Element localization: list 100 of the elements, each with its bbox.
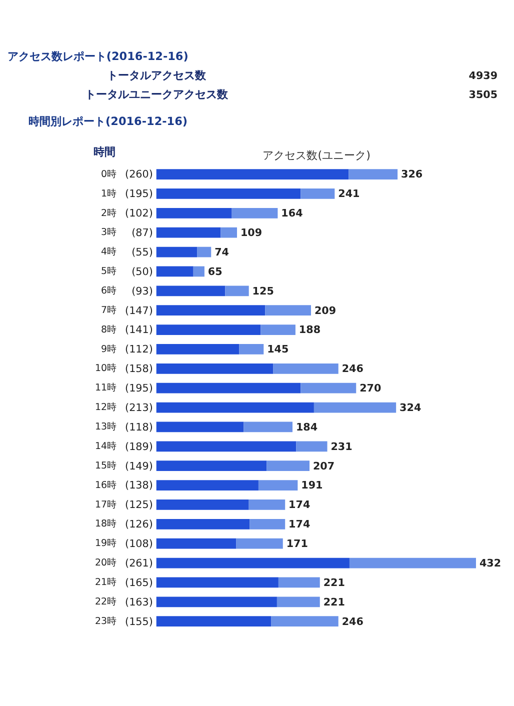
data-label: (50) xyxy=(132,266,153,278)
bar xyxy=(220,227,238,238)
data-label: (147) xyxy=(125,304,153,317)
total-label: 171 xyxy=(286,538,308,550)
y-tick-label: 21時 xyxy=(94,576,118,588)
bar xyxy=(156,577,278,588)
y-tick-label: 14時 xyxy=(94,440,118,452)
total-label: 241 xyxy=(338,188,360,200)
y-tick-label: 6時 xyxy=(101,284,118,296)
y-tick-label: 22時 xyxy=(94,595,118,608)
bar xyxy=(271,616,338,627)
bar xyxy=(236,538,283,549)
y-tick-label: 15時 xyxy=(94,459,118,472)
text: 3505 xyxy=(468,89,498,102)
total-label: 109 xyxy=(240,227,262,240)
data-label: (125) xyxy=(125,499,153,512)
total-label: 184 xyxy=(296,421,318,434)
bar xyxy=(273,363,338,374)
data-label: (260) xyxy=(125,168,153,181)
data-label: (149) xyxy=(125,460,153,472)
y-tick-label: 13時 xyxy=(94,420,118,433)
bar xyxy=(156,305,266,316)
bar xyxy=(300,382,356,394)
y-axis-title: 時間 xyxy=(93,145,116,158)
bar xyxy=(156,246,198,258)
bar xyxy=(156,538,236,549)
data-label: (195) xyxy=(125,382,153,395)
total-label: 246 xyxy=(342,363,364,376)
bar xyxy=(156,518,250,530)
total-label: 432 xyxy=(479,557,502,570)
data-label: (163) xyxy=(125,596,153,608)
bar xyxy=(156,480,258,490)
total-label: 164 xyxy=(281,208,303,220)
total-label: 188 xyxy=(298,324,321,336)
y-tick-label: 4時 xyxy=(101,246,118,258)
data-label: (189) xyxy=(125,440,153,453)
bar xyxy=(156,441,296,452)
bar xyxy=(193,266,204,277)
bar xyxy=(260,324,296,335)
y-tick-label: 0時 xyxy=(101,168,118,180)
chart-title: アクセス数レポート(2016-12-16) xyxy=(7,50,188,64)
data-label: (213) xyxy=(125,402,153,414)
bar xyxy=(266,460,310,472)
bar xyxy=(156,460,267,472)
y-tick-label: 20時 xyxy=(94,556,118,569)
data-label: (138) xyxy=(125,480,153,492)
total-label: 191 xyxy=(301,480,323,492)
data-label: (108) xyxy=(125,538,153,550)
data-label: (165) xyxy=(125,576,153,589)
total-label: 231 xyxy=(330,440,352,453)
bar xyxy=(156,402,314,413)
bar xyxy=(156,286,226,296)
bar xyxy=(250,518,286,530)
total-label: 74 xyxy=(214,246,229,258)
y-tick-label: 12時 xyxy=(94,401,118,414)
y-tick-label: 18時 xyxy=(94,518,118,530)
bar xyxy=(156,596,277,608)
x-axis-title: アクセス数(ユニーク) xyxy=(262,148,370,162)
total-label: 209 xyxy=(314,304,336,317)
bar xyxy=(156,324,261,335)
total-label: 145 xyxy=(267,344,289,356)
bar xyxy=(239,344,264,354)
data-label: (158) xyxy=(125,363,153,376)
data-label: (87) xyxy=(132,227,153,240)
text: トータルアクセス数 xyxy=(106,69,207,82)
total-label: 207 xyxy=(312,460,335,472)
bar xyxy=(296,441,328,452)
y-tick-label: 10時 xyxy=(94,362,118,374)
bar xyxy=(156,208,232,218)
data-label: (93) xyxy=(132,285,153,298)
y-tick-label: 3時 xyxy=(101,226,118,238)
bar xyxy=(278,577,320,588)
data-label: (195) xyxy=(125,188,153,200)
bar xyxy=(248,500,286,510)
bar xyxy=(197,246,212,258)
y-tick-label: 1時 xyxy=(101,187,118,200)
data-label: (118) xyxy=(125,421,153,434)
y-tick-label: 7時 xyxy=(101,304,118,316)
y-tick-label: 16時 xyxy=(94,478,118,491)
chart-subtitle: 時間別レポート(2016-12-16) xyxy=(28,114,188,128)
data-label: (141) xyxy=(125,324,153,336)
bar xyxy=(265,305,311,316)
bar xyxy=(156,344,240,354)
bar xyxy=(314,402,396,413)
text: 4939 xyxy=(468,70,498,82)
bar xyxy=(349,558,476,568)
total-label: 65 xyxy=(208,266,222,278)
bar xyxy=(276,596,320,608)
y-tick-label: 23時 xyxy=(94,614,118,627)
total-label: 324 xyxy=(400,402,422,414)
bar xyxy=(156,363,274,374)
bar xyxy=(156,266,194,277)
bar xyxy=(156,227,221,238)
bar xyxy=(244,422,292,432)
bar xyxy=(156,616,272,627)
y-tick-label: 11時 xyxy=(94,382,118,394)
bar xyxy=(225,286,249,296)
text: トータルユニークアクセス数 xyxy=(84,88,229,102)
bar xyxy=(156,169,349,180)
total-label: 270 xyxy=(360,382,382,395)
